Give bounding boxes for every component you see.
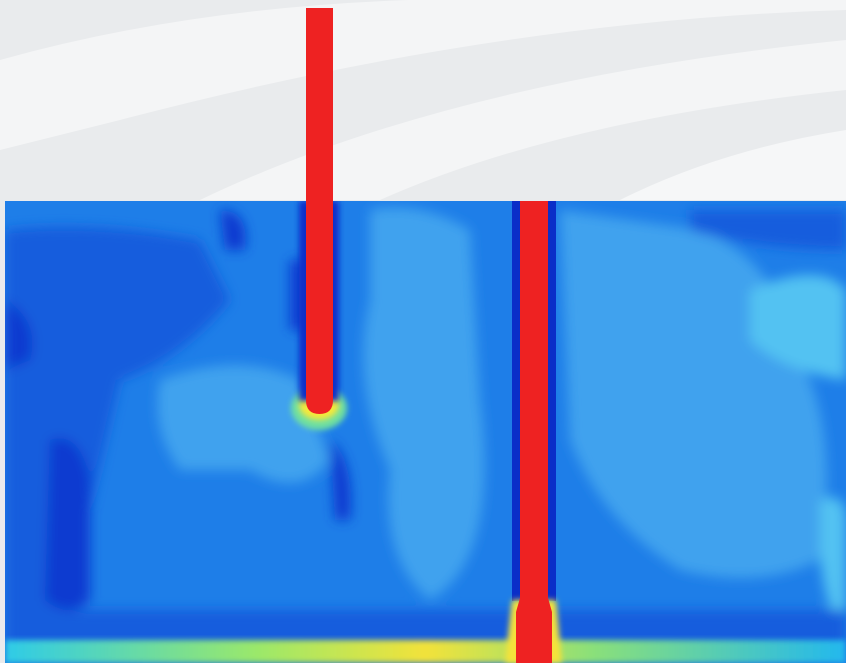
contour-region bbox=[820, 497, 846, 640]
floor-gradient bbox=[5, 640, 846, 663]
swoosh bbox=[200, 40, 846, 200]
contour-region bbox=[45, 438, 90, 610]
contour-region bbox=[330, 440, 351, 520]
swoosh bbox=[620, 130, 846, 200]
contour-region bbox=[363, 207, 485, 600]
contour-region bbox=[157, 365, 330, 483]
contour-region bbox=[220, 210, 246, 250]
contour-field bbox=[5, 201, 846, 663]
right-rod bbox=[516, 201, 552, 663]
contour-region bbox=[750, 275, 846, 380]
contour-region bbox=[5, 300, 33, 370]
left-rod bbox=[306, 8, 333, 414]
swoosh bbox=[0, 0, 846, 150]
contour-region bbox=[690, 210, 846, 250]
